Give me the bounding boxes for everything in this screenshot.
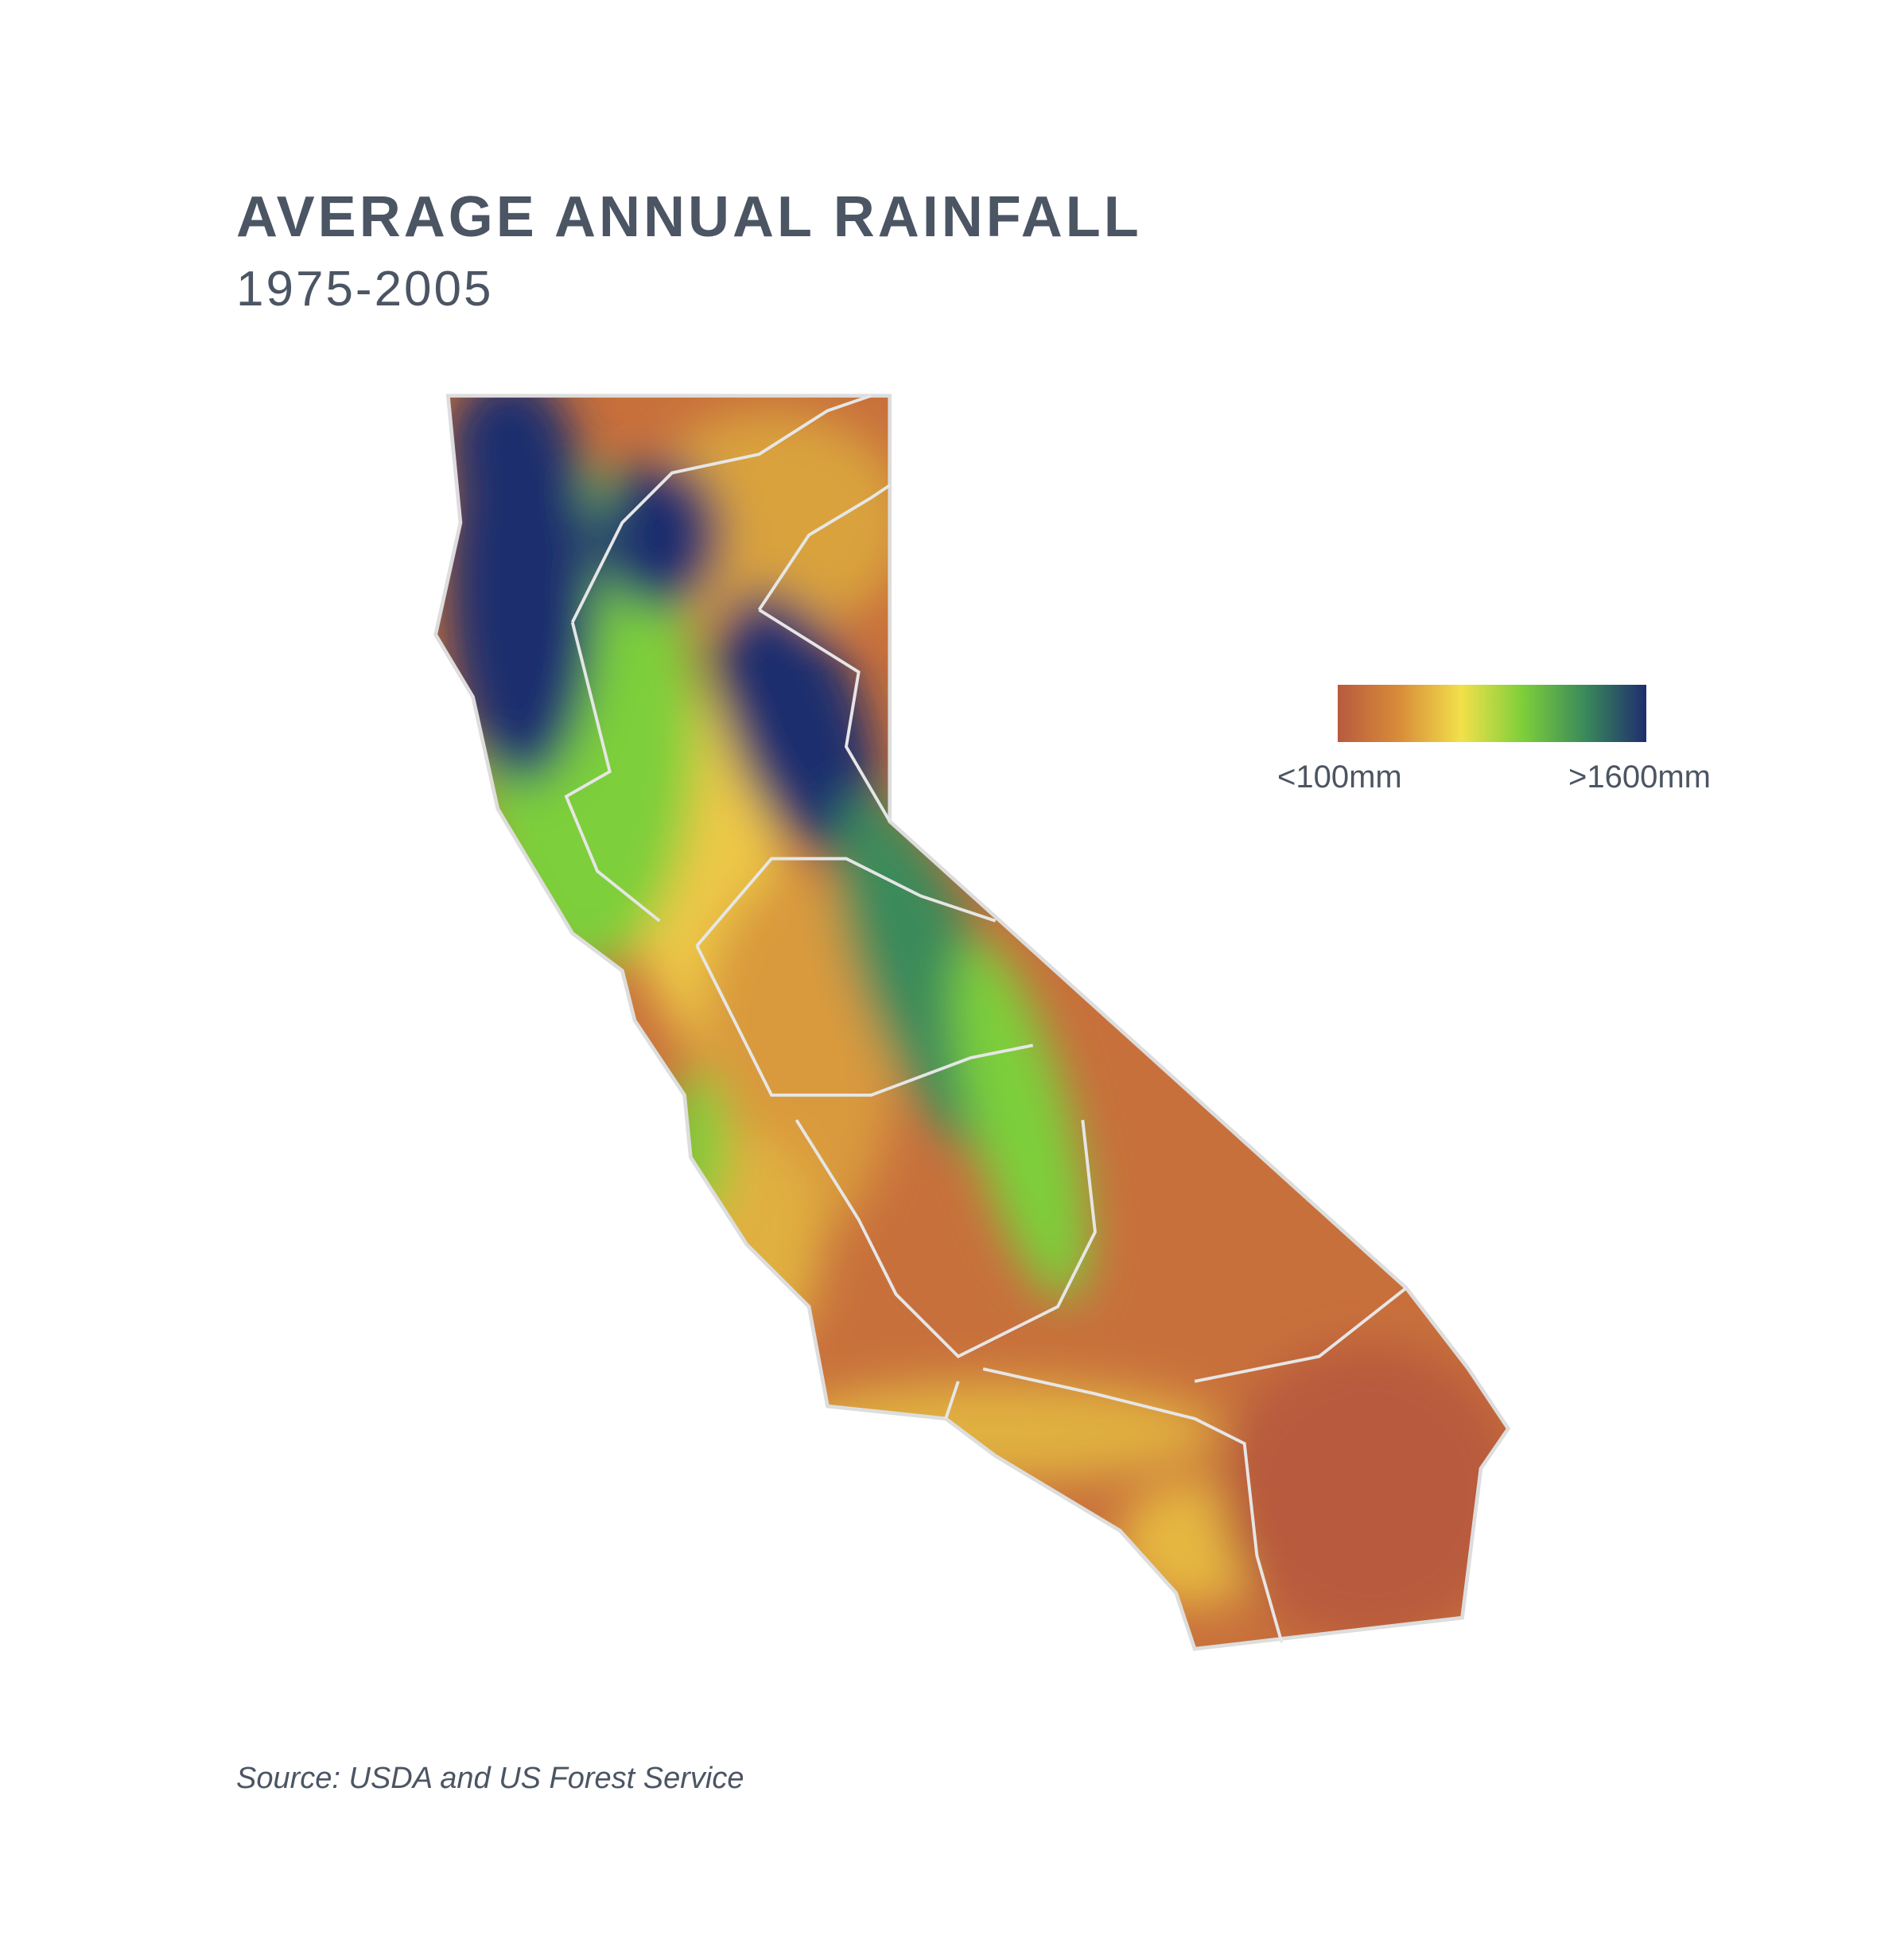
subtitle: 1975-2005 bbox=[236, 262, 494, 317]
legend-gradient bbox=[1338, 685, 1646, 742]
title: AVERAGE ANNUAL RAINFALL bbox=[236, 185, 1142, 249]
legend-min-label: <100mm bbox=[1277, 760, 1402, 795]
region-borders bbox=[564, 394, 1408, 1643]
source-note: Source: USDA and US Forest Service bbox=[236, 1762, 744, 1795]
rainfall-raster bbox=[373, 373, 1555, 1680]
legend-max-label: >1600mm bbox=[1568, 760, 1711, 795]
